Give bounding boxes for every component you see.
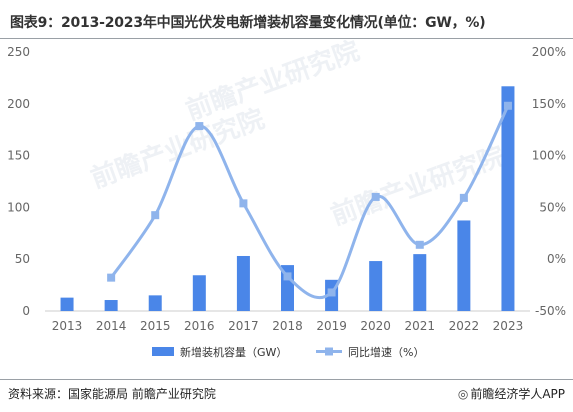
line-series [107, 101, 512, 300]
left-tick-label: 150 [7, 149, 30, 163]
legend-bar-swatch [152, 347, 174, 356]
legend-bar-label: 新增装机容量（GW） [180, 345, 287, 359]
line-point [151, 211, 160, 220]
line-point [107, 273, 116, 282]
bar [457, 220, 471, 311]
bar [104, 300, 118, 311]
left-tick-label: 200 [7, 97, 30, 111]
line-point [371, 192, 380, 201]
x-tick-label: 2015 [140, 319, 171, 333]
x-tick-label: 2020 [360, 319, 391, 333]
x-tick-label: 2014 [96, 319, 127, 333]
right-axis-ticks: -50% 0% 50% 100% 150% 200% [532, 45, 566, 318]
left-tick-label: 250 [7, 45, 30, 59]
bar [60, 297, 74, 311]
x-tick-label: 2022 [449, 319, 480, 333]
right-tick-label: 150% [532, 97, 566, 111]
watermark-text: 前瞻产业研究院 [182, 40, 364, 127]
left-tick-label: 100 [7, 200, 30, 214]
x-tick-label: 2021 [404, 319, 435, 333]
brand-attribution: ◎ 前瞻经济学人APP [458, 385, 565, 402]
left-tick-label: 0 [22, 304, 30, 318]
bar [501, 86, 515, 311]
line-point [503, 101, 512, 110]
qianzhan-logo-icon: ◎ [457, 387, 469, 401]
watermark-text: 前瞻产业研究院 [327, 140, 509, 231]
bar [192, 275, 206, 311]
watermark-text: 前瞻产业研究院 [87, 103, 269, 194]
source-note: 资料来源：国家能源局 前瞻产业研究院 [8, 387, 216, 401]
right-tick-label: 0% [547, 252, 566, 266]
x-axis-ticks: 2013 2014 2015 2016 2017 2018 2019 2020 2021 2022… [52, 319, 523, 333]
brand-label: 前瞻经济学人APP [470, 387, 565, 401]
right-tick-label: 50% [539, 200, 566, 214]
right-tick-label: -50% [535, 304, 566, 318]
bar-series [60, 86, 515, 311]
line-point [239, 199, 248, 208]
growth-line [109, 105, 510, 300]
bar [236, 255, 250, 311]
left-axis-ticks: 0 50 100 150 200 250 [7, 45, 30, 318]
line-point [195, 122, 204, 131]
legend-line-marker [325, 347, 333, 356]
x-tick-label: 2013 [52, 319, 83, 333]
line-point [459, 193, 468, 202]
legend-line-label: 同比增速（%） [348, 345, 424, 359]
footer-divider [0, 379, 573, 380]
x-tick-label: 2018 [272, 319, 303, 333]
legend: 新增装机容量（GW） 同比增速（%） [152, 345, 424, 359]
right-tick-label: 200% [532, 45, 566, 59]
x-tick-label: 2016 [184, 319, 215, 333]
x-tick-label: 2017 [228, 319, 259, 333]
right-tick-label: 100% [532, 149, 566, 163]
chart-title: 图表9：2013-2023年中国光伏发电新增装机容量变化情况(单位：GW，%) [10, 15, 486, 31]
x-tick-label: 2019 [316, 319, 347, 333]
bar [369, 261, 383, 311]
bar [148, 295, 162, 311]
x-tick-label: 2023 [493, 319, 524, 333]
line-point [415, 240, 424, 249]
title-divider [0, 38, 573, 39]
line-point [327, 288, 336, 297]
bar [413, 254, 427, 311]
left-tick-label: 50 [15, 252, 30, 266]
line-point [283, 272, 292, 281]
